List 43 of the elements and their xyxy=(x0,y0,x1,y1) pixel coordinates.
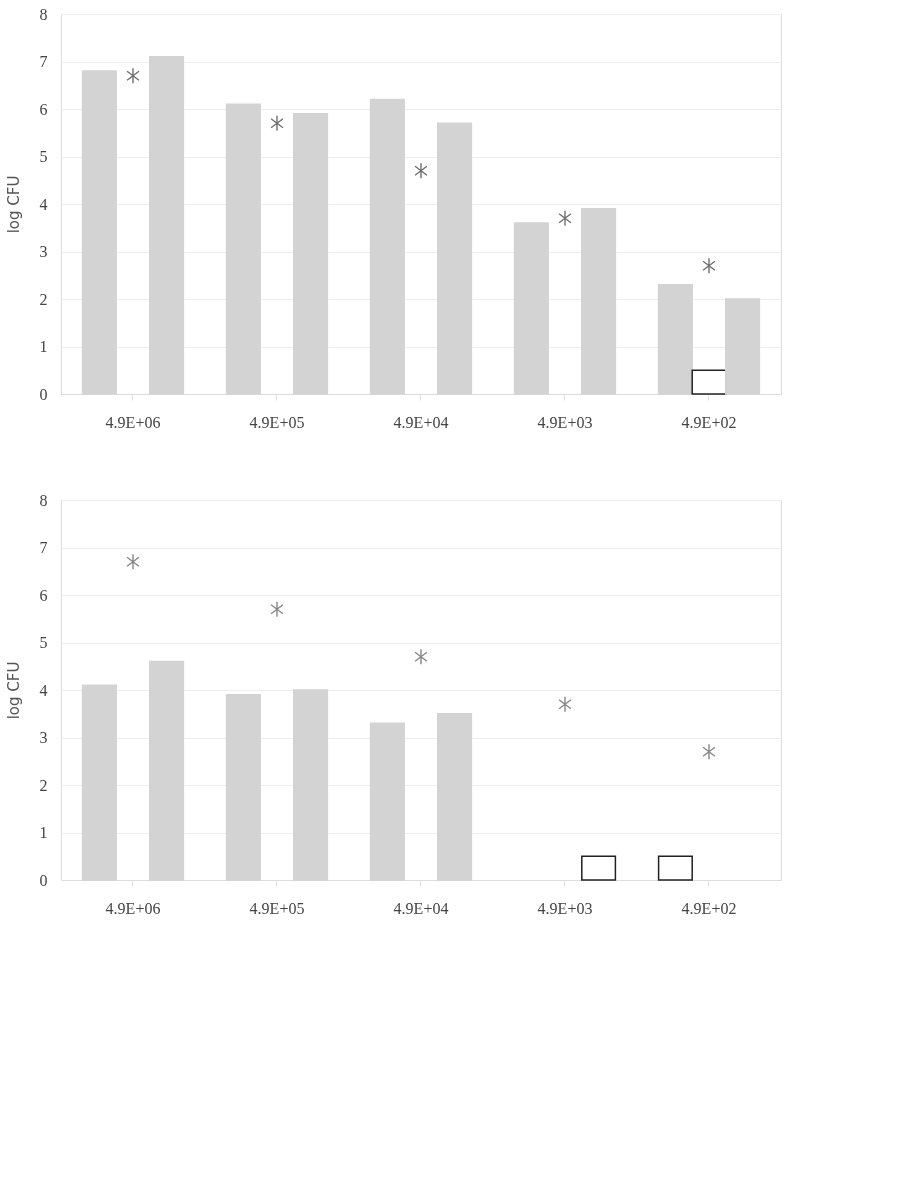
x-tick-label: 4.9E+05 xyxy=(249,413,305,431)
point xyxy=(558,696,572,713)
point xyxy=(126,67,140,84)
x-tick-label: 4.9E+06 xyxy=(105,899,161,917)
y-tick-label: 3 xyxy=(39,729,48,746)
y-tick-label: 0 xyxy=(39,871,48,889)
y-tick-label: 1 xyxy=(39,338,48,355)
y-tick-label: 8 xyxy=(39,5,48,23)
y-tick-label: 7 xyxy=(39,53,48,70)
x-tick-label: 4.9E+06 xyxy=(105,413,161,431)
bar xyxy=(657,855,693,881)
y-tick-label: 6 xyxy=(39,100,48,118)
x-tick-label: 4.9E+04 xyxy=(393,899,449,917)
y-tick-label: 7 xyxy=(39,539,48,556)
x-tick-label: 4.9E+02 xyxy=(681,413,737,431)
bar xyxy=(691,369,727,395)
point xyxy=(702,257,716,274)
bar xyxy=(581,855,617,881)
point xyxy=(414,162,428,179)
x-tick-label: 4.9E+03 xyxy=(537,413,593,431)
y-tick-label: 2 xyxy=(39,776,48,794)
y-axis-title: log CFU xyxy=(4,661,23,720)
y-tick-label: 2 xyxy=(39,290,48,308)
point xyxy=(126,553,140,570)
y-tick-label: 3 xyxy=(39,243,48,260)
y-tick-label: 4 xyxy=(39,681,48,699)
y-tick-label: 6 xyxy=(39,586,48,604)
x-tick-label: 4.9E+02 xyxy=(681,899,737,917)
x-tick-label: 4.9E+04 xyxy=(393,413,449,431)
point xyxy=(414,648,428,665)
point xyxy=(270,115,284,132)
y-tick-label: 4 xyxy=(39,195,48,213)
point xyxy=(702,743,716,760)
y-tick-label: 5 xyxy=(39,634,48,651)
point xyxy=(270,601,284,618)
x-tick-label: 4.9E+05 xyxy=(249,899,305,917)
point xyxy=(558,210,572,227)
y-tick-label: 1 xyxy=(39,824,48,841)
y-tick-label: 5 xyxy=(39,148,48,165)
y-axis-title: log CFU xyxy=(4,175,23,234)
y-tick-label: 8 xyxy=(39,491,48,509)
y-tick-label: 0 xyxy=(39,385,48,403)
x-tick-label: 4.9E+03 xyxy=(537,899,593,917)
